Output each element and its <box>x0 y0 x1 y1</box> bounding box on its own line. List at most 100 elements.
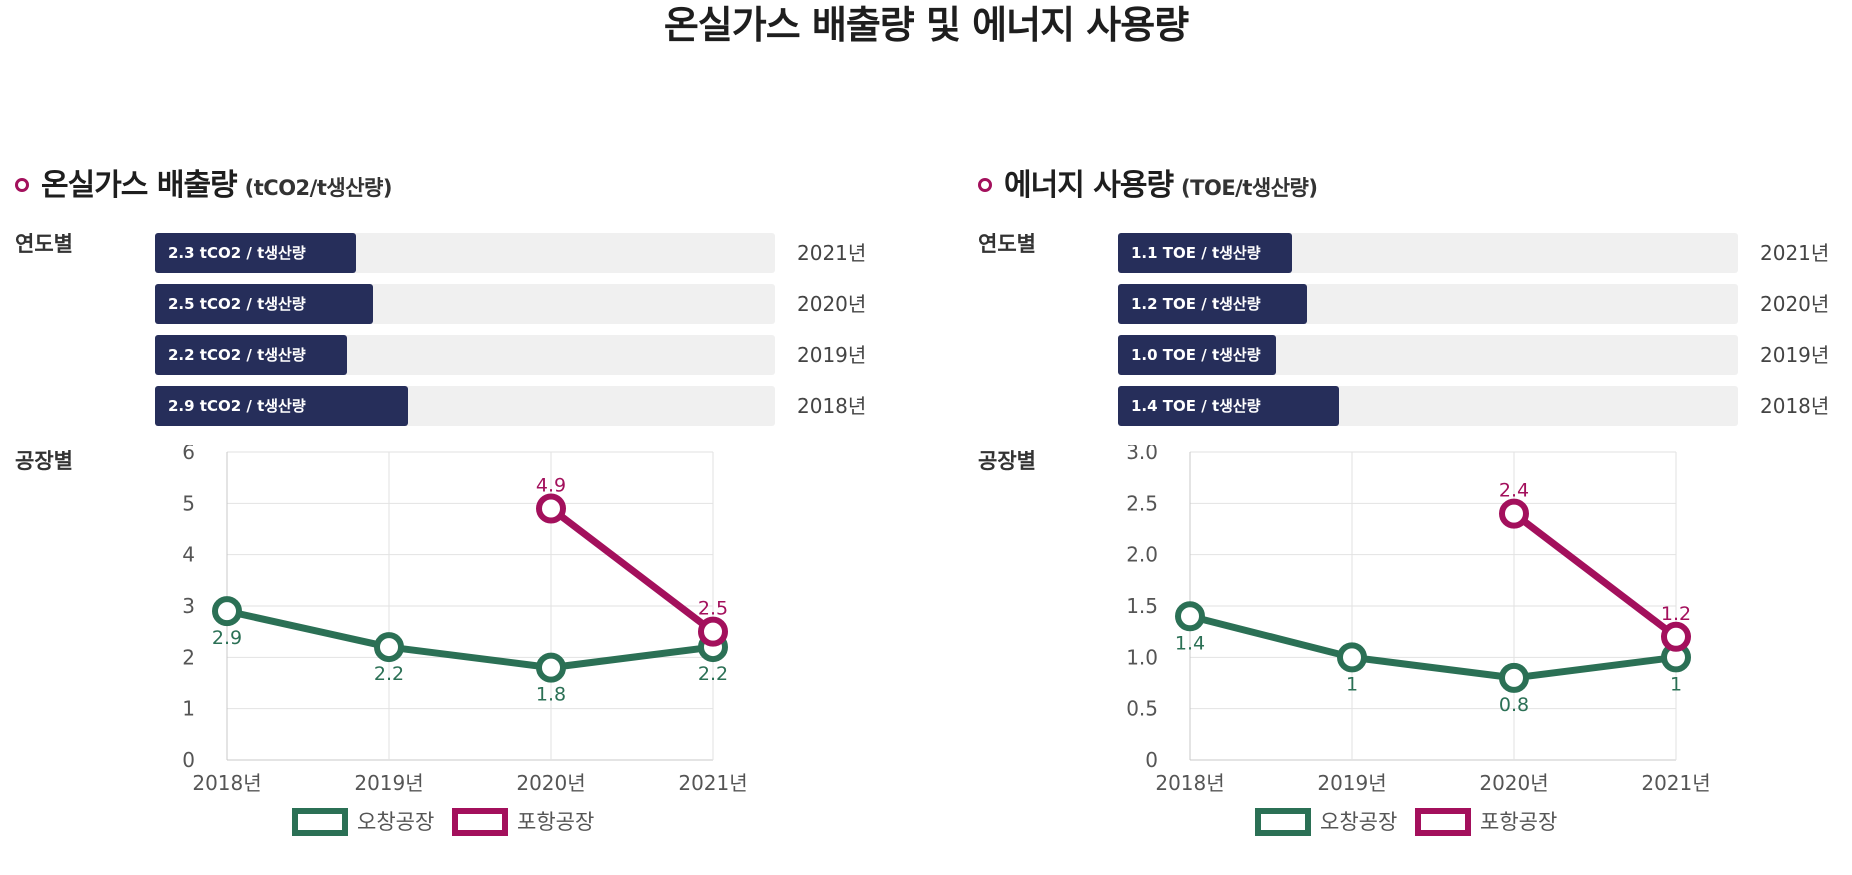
ghg-panel: 온실가스 배출량 (tCO2/t생산량) 연도별 2.3 tCO2 / t생산량… <box>15 160 895 870</box>
energy-section-header: 에너지 사용량 (TOE/t생산량) <box>978 160 1318 203</box>
series-line <box>548 505 716 635</box>
y-tick-label: 1.0 <box>1126 645 1158 669</box>
y-tick-label: 3.0 <box>1126 445 1158 464</box>
energy-section-title: 에너지 사용량 <box>1004 168 1174 203</box>
y-tick-label: 6 <box>182 445 195 464</box>
x-tick-label: 2020년 <box>516 771 585 795</box>
data-label: 1.2 <box>1661 603 1691 625</box>
energy-bar-row: 1.2 TOE / t생산량 2020년 <box>1118 284 1838 324</box>
legend-swatch <box>1255 808 1311 836</box>
y-tick-label: 4 <box>182 543 195 567</box>
energy-by-plant-label: 공장별 <box>978 449 1036 473</box>
ghg-bar-row: 2.5 tCO2 / t생산량 2020년 <box>155 284 875 324</box>
data-label: 1 <box>1346 673 1358 695</box>
legend-label: 오창공장 <box>357 810 434 834</box>
data-point <box>1499 662 1529 693</box>
ghg-section-header: 온실가스 배출량 (tCO2/t생산량) <box>15 160 393 203</box>
y-tick-label: 0.5 <box>1126 697 1158 721</box>
bar-fill: 2.2 tCO2 / t생산량 <box>155 335 348 375</box>
data-label: 1 <box>1670 673 1682 695</box>
ghg-bar-row: 2.3 tCO2 / t생산량 2021년 <box>155 233 875 273</box>
bar-label: 2.3 tCO2 / t생산량 <box>168 244 306 262</box>
data-point <box>536 652 566 683</box>
data-label: 4.9 <box>536 474 566 496</box>
x-tick-label: 2020년 <box>1479 771 1548 795</box>
data-point <box>536 493 566 524</box>
legend-swatch <box>1415 808 1471 836</box>
y-tick-label: 2 <box>182 645 195 669</box>
bar-fill: 1.1 TOE / t생산량 <box>1118 233 1292 273</box>
data-label: 2.2 <box>374 663 404 685</box>
page-title: 온실가스 배출량 및 에너지 사용량 <box>663 3 1189 47</box>
ghg-by-plant-label: 공장별 <box>15 449 73 473</box>
x-tick-label: 2018년 <box>192 771 261 795</box>
bar-label: 1.4 TOE / t생산량 <box>1131 397 1261 415</box>
energy-by-year-label: 연도별 <box>978 232 1036 256</box>
series-line <box>226 607 714 672</box>
data-label: 1.4 <box>1175 632 1205 654</box>
data-label: 2.5 <box>698 598 728 620</box>
data-label: 0.8 <box>1499 694 1529 716</box>
energy-bar-row: 1.4 TOE / t생산량 2018년 <box>1118 386 1838 426</box>
legend-swatch <box>452 808 508 836</box>
series-line <box>1189 612 1677 682</box>
ghg-year-bars: 2.3 tCO2 / t생산량 2021년 2.5 tCO2 / t생산량 20… <box>155 233 875 437</box>
x-tick-label: 2019년 <box>354 771 423 795</box>
energy-bar-row: 1.0 TOE / t생산량 2019년 <box>1118 335 1838 375</box>
energy-section-unit: (TOE/t생산량) <box>1181 176 1318 200</box>
ghg-line-chart: 0 1 2 3 4 5 6 2018년 2019년 2020년 2021년 2.9 2.2 1.8 2.2 4… <box>182 445 748 836</box>
legend-label: 포항공장 <box>517 810 594 834</box>
x-tick-label: 2019년 <box>1317 771 1386 795</box>
ghg-section-title: 온실가스 배출량 <box>41 168 238 203</box>
ghg-section-unit: (tCO2/t생산량) <box>244 176 393 200</box>
legend-label: 포항공장 <box>1480 810 1557 834</box>
series-line <box>1511 510 1679 640</box>
y-tick-label: 2.5 <box>1126 491 1158 515</box>
bullet-circle-icon <box>15 178 29 192</box>
y-tick-label: 1 <box>182 697 195 721</box>
bar-fill: 1.4 TOE / t생산량 <box>1118 386 1339 426</box>
data-label: 2.4 <box>1499 480 1529 502</box>
energy-line-chart: 0 0.5 1.0 1.5 2.0 2.5 3.0 2018년 2019년 2020년 2021년 1… <box>1126 445 1711 836</box>
bar-fill: 2.9 tCO2 / t생산량 <box>155 386 409 426</box>
bullet-circle-icon <box>978 178 992 192</box>
bar-year: 2018년 <box>797 394 867 418</box>
energy-year-bars: 1.1 TOE / t생산량 2021년 1.2 TOE / t생산량 2020… <box>1118 233 1838 437</box>
bar-year: 2018년 <box>1760 394 1830 418</box>
bar-year: 2021년 <box>797 241 867 265</box>
bar-year: 2019년 <box>1760 343 1830 367</box>
y-tick-label: 0 <box>182 748 195 772</box>
bar-year: 2021년 <box>1760 241 1830 265</box>
ghg-bar-row: 2.2 tCO2 / t생산량 2019년 <box>155 335 875 375</box>
ghg-by-year-label: 연도별 <box>15 232 73 256</box>
bar-year: 2020년 <box>1760 292 1830 316</box>
y-tick-label: 1.5 <box>1126 594 1158 618</box>
bar-label: 1.0 TOE / t생산량 <box>1131 346 1261 364</box>
x-tick-label: 2021년 <box>678 771 747 795</box>
data-point <box>698 616 728 647</box>
energy-panel: 에너지 사용량 (TOE/t생산량) 연도별 1.1 TOE / t생산량 20… <box>978 160 1852 870</box>
bar-label: 1.2 TOE / t생산량 <box>1131 295 1261 313</box>
data-point <box>1499 498 1529 529</box>
bar-label: 1.1 TOE / t생산량 <box>1131 244 1261 262</box>
energy-bar-row: 1.1 TOE / t생산량 2021년 <box>1118 233 1838 273</box>
x-tick-label: 2021년 <box>1641 771 1710 795</box>
data-label: 2.9 <box>212 627 242 649</box>
data-point <box>374 632 404 663</box>
ghg-bar-row: 2.9 tCO2 / t생산량 2018년 <box>155 386 875 426</box>
bar-fill: 2.5 tCO2 / t생산량 <box>155 284 374 324</box>
data-label: 2.2 <box>698 663 728 685</box>
data-point <box>212 596 242 627</box>
data-label: 1.8 <box>536 684 566 706</box>
data-point <box>1175 601 1205 632</box>
legend-label: 오창공장 <box>1320 810 1397 834</box>
bar-fill: 2.3 tCO2 / t생산량 <box>155 233 356 273</box>
y-tick-label: 0 <box>1145 748 1158 772</box>
bar-fill: 1.2 TOE / t생산량 <box>1118 284 1308 324</box>
bar-label: 2.5 tCO2 / t생산량 <box>168 295 306 313</box>
data-point <box>1661 621 1691 652</box>
bar-year: 2019년 <box>797 343 867 367</box>
y-tick-label: 2.0 <box>1126 543 1158 567</box>
bar-label: 2.2 tCO2 / t생산량 <box>168 346 306 364</box>
legend-swatch <box>292 808 348 836</box>
